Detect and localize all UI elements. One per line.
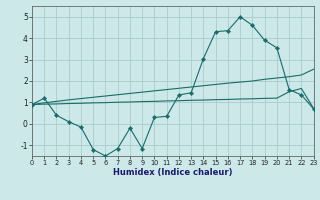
X-axis label: Humidex (Indice chaleur): Humidex (Indice chaleur) [113, 168, 233, 177]
